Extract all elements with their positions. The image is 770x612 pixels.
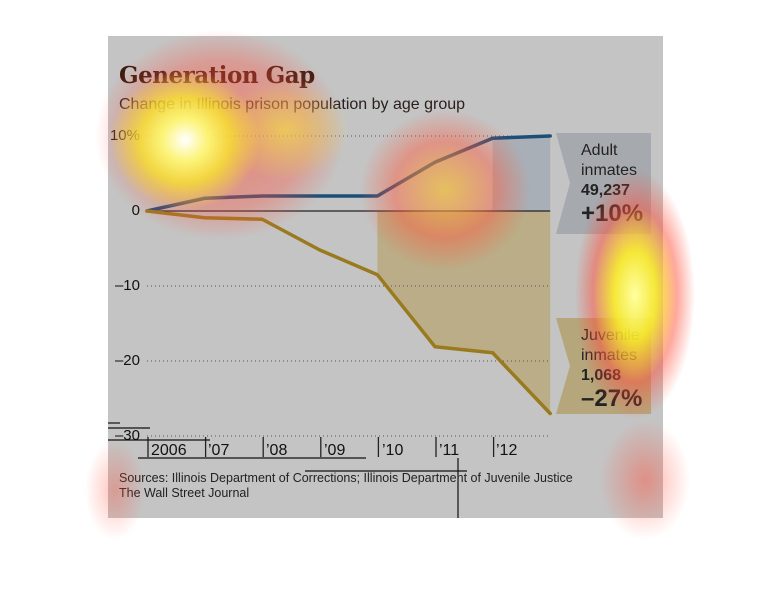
chart-title: Generation Gap (119, 62, 315, 89)
x-tick-label: ’11 (439, 442, 460, 459)
adult-label-box: Adult inmates 49,237 +10% (575, 133, 651, 234)
adult-series-line (145, 134, 552, 213)
y-tick-label: 0 (131, 202, 140, 219)
credit-note: The Wall Street Journal (119, 486, 250, 500)
y-tick-label: 10% (109, 127, 140, 144)
x-tick-label: ’12 (496, 442, 518, 459)
adult-label-pointer (556, 133, 575, 234)
juvenile-count: 1,068 (581, 367, 622, 384)
juvenile-change: –27% (581, 385, 643, 412)
y-tick-label: –20 (114, 352, 140, 369)
adult-label-line1: Adult (581, 142, 618, 159)
juvenile-label-line1: Juvenile (581, 327, 640, 344)
x-tick-label: 2006 (151, 442, 187, 459)
juvenile-label-line2: inmates (581, 347, 638, 364)
adult-label-line2: inmates (581, 162, 638, 179)
sources-note: Sources: Illinois Department of Correcti… (119, 471, 573, 485)
x-tick-label: ’09 (324, 442, 346, 459)
adult-change: +10% (581, 200, 644, 227)
juvenile-label-pointer (556, 318, 575, 414)
x-tick-label: ’10 (382, 442, 404, 459)
y-tick-label: –10 (114, 277, 140, 294)
adult-count: 49,237 (581, 182, 630, 199)
chart-subtitle: Change in Illinois prison population by … (119, 96, 466, 113)
adult-area-shade (492, 136, 551, 211)
x-tick-label: ’08 (266, 442, 288, 459)
juvenile-label-box: Juvenile inmates 1,068 –27% (575, 318, 651, 414)
x-tick-label: ’07 (208, 442, 230, 459)
juvenile-area-shade (377, 211, 551, 414)
y-tick-label: –30 (114, 427, 140, 444)
